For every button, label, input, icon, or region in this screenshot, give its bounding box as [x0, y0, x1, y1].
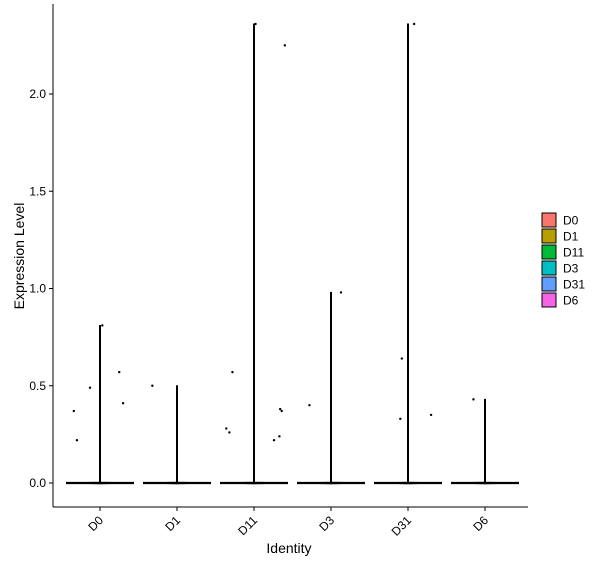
data-point-d11: [280, 409, 283, 413]
x-tick-label: D11: [235, 513, 260, 538]
data-point-d3: [308, 404, 311, 407]
data-point-d11: [254, 22, 257, 26]
data-point-d11: [228, 431, 231, 434]
data-point-d0: [75, 439, 79, 442]
legend-label-d1: D1: [563, 230, 579, 244]
data-point-d11: [278, 407, 282, 411]
legend: D0 D1 D11 D3 D31 D6: [541, 212, 585, 308]
y-tick-label: 0.0: [29, 476, 46, 490]
data-point-d31: [429, 413, 433, 417]
axes: 0.0 0.5 1.0 1.5 2.0 D0 D1 D11 D3 D31 D6: [29, 4, 528, 539]
legend-key-d1: [541, 228, 557, 244]
x-tick-label: D6: [470, 513, 491, 534]
x-tick-label: D1: [162, 513, 183, 534]
legend-label-d3: D3: [563, 262, 579, 276]
legend-label-d0: D0: [563, 214, 579, 228]
legend-key-d6: [541, 292, 557, 308]
data-point-d0: [118, 370, 121, 374]
x-axis-title: Identity: [266, 540, 311, 556]
violin-d6: [450, 398, 520, 485]
x-tick-label: D3: [316, 513, 337, 534]
violin-d0: [65, 324, 135, 485]
data-point-d0: [121, 402, 125, 405]
x-tick-label: D0: [85, 513, 106, 534]
data-point-d31: [400, 357, 404, 360]
y-tick-label: 0.5: [29, 379, 46, 393]
data-point-d11: [278, 435, 281, 438]
data-point-d3: [339, 291, 343, 294]
y-tick-label: 1.0: [29, 282, 46, 296]
legend-label-d11: D11: [563, 246, 584, 260]
data-point-d0: [88, 386, 92, 389]
legend-key-d0: [541, 212, 557, 228]
legend-label-d31: D31: [563, 278, 585, 292]
x-tick-label: D31: [389, 513, 415, 539]
violin-d11: [219, 23, 289, 485]
legend-key-d3: [541, 260, 557, 276]
data-point-d0: [72, 409, 76, 413]
plot-area: [65, 22, 520, 485]
legend-key-d31: [541, 276, 557, 292]
data-point-d31: [412, 22, 416, 26]
legend-label-d6: D6: [563, 294, 579, 308]
data-point-d6: [472, 398, 475, 401]
y-tick-label: 2.0: [29, 87, 46, 101]
data-point-d11: [231, 370, 234, 374]
y-axis-title: Expression Level: [11, 203, 27, 310]
data-point-d11: [272, 439, 276, 442]
violin-d1: [142, 385, 212, 485]
y-tick-label: 1.5: [29, 184, 46, 198]
data-point-d11: [283, 44, 286, 47]
data-point-d1: [151, 384, 154, 387]
violin-d3: [296, 291, 366, 485]
data-point-d0: [101, 324, 104, 327]
data-point-d11: [225, 427, 228, 430]
legend-key-d11: [541, 244, 557, 260]
data-point-d31: [399, 417, 402, 421]
